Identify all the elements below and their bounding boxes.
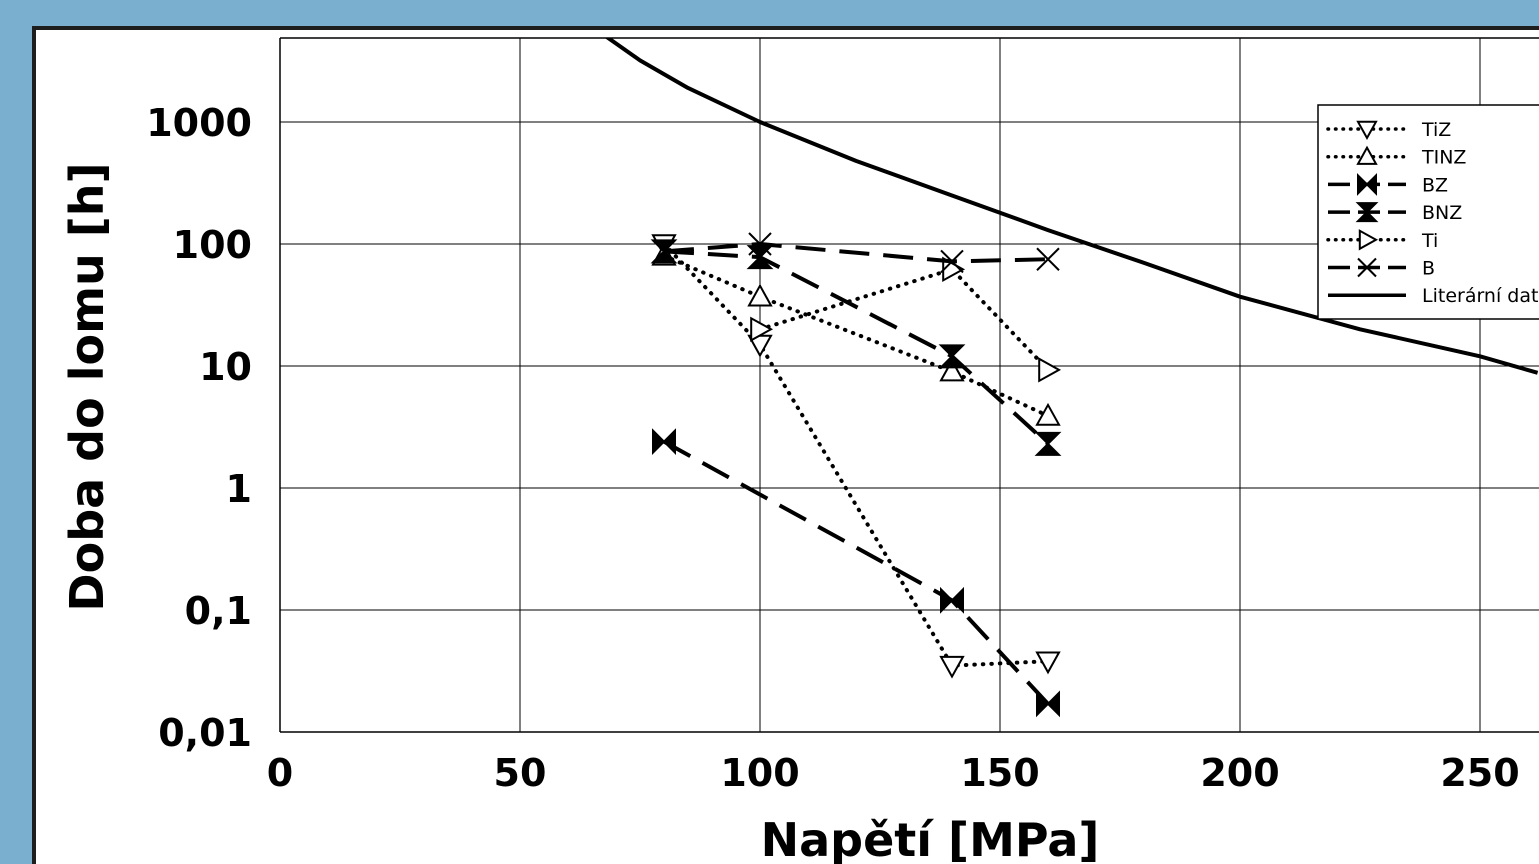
legend-item-liter-rn-data: Literární data [1328,285,1539,307]
y-axis-title: Doba do lomu [h] [60,162,114,611]
series-line-liter-rn-data [605,38,1539,375]
data-point-bnz-shape-bottom [938,354,966,369]
legend-marker-ti-shape [1358,229,1379,251]
x-tick-label: 0 [267,751,293,795]
legend-item-ti: Ti [1326,229,1438,252]
series-line-tiz [662,242,1050,668]
data-point-ti [750,316,774,342]
data-point-tinz-shape [747,283,773,307]
legend-label-ti: Ti [1421,230,1438,252]
data-point-bz [1036,690,1060,718]
chart-frame: 0 50 100 150 200 250 0,01 0,1 1 10 100 1000 TiZ TINZ… [32,26,1539,864]
series-layer [605,38,1539,718]
legend-marker-tiz [1356,120,1378,141]
data-point-bnz [938,344,966,369]
data-point-tiz-shape [939,655,965,679]
data-point-ti [1038,357,1062,383]
x-tick-label: 250 [1440,751,1519,795]
legend-marker-tiz-shape [1356,120,1378,141]
data-point-tiz-shape [1035,651,1061,675]
data-point-bz [940,586,964,614]
series-b [652,232,1060,274]
series-bnz [650,239,1062,456]
data-point-bz-shape-right [950,586,964,614]
data-point-b [940,249,964,274]
legend-label-liter-rn-data: Literární data [1422,285,1539,307]
x-axis-title: Napětí [MPa] [761,813,1100,864]
data-point-bnz [1034,431,1062,456]
legend-marker-tinz [1356,145,1378,165]
x-tick-label: 50 [494,751,547,795]
data-point-bnz-shape-bottom [746,255,774,270]
series-line-tinz [662,253,1050,418]
data-point-b-stroke-b [748,232,772,256]
data-point-b-stroke-b [1036,247,1060,271]
y-tick-label: 0,01 [158,711,252,755]
data-point-b-stroke-b [940,249,964,274]
data-point-bz-shape-right [662,428,676,456]
data-point-tinz-shape [939,358,965,382]
legend-marker-bz [1357,172,1377,196]
data-point-tinz [939,358,965,382]
y-tick-label: 1000 [146,101,252,145]
data-point-ti-shape [1038,357,1062,383]
legend-label-tiz: TiZ [1421,119,1451,141]
series-bz [652,428,1060,718]
legend-marker-tinz-shape [1356,145,1378,165]
data-point-bz-shape-left [940,586,954,614]
legend-marker-bz-shape-left [1357,172,1369,196]
chart: 0 50 100 150 200 250 0,01 0,1 1 10 100 1000 TiZ TINZ… [60,37,1539,864]
series-liter-rn-data [605,38,1539,375]
data-point-tiz [939,655,965,679]
data-point-b [652,239,676,264]
axes-layer: 0 50 100 150 200 250 0,01 0,1 1 10 100 1000 [146,37,1539,795]
data-point-bnz-shape-top [938,344,966,358]
legend-item-tinz: TINZ [1326,145,1466,169]
legend-marker-ti [1358,229,1379,251]
data-point-b [748,232,772,256]
legend-marker-b-stroke-b [1357,257,1377,278]
data-point-b [1036,247,1060,271]
data-point-b-stroke-b [652,239,676,264]
data-point-tiz [1035,651,1061,675]
legend-item-tiz: TiZ [1326,119,1451,141]
y-tick-label: 100 [173,223,252,267]
series-line-bnz [663,249,1050,446]
x-tick-label: 150 [960,751,1039,795]
legend-label-b: B [1422,258,1435,280]
data-point-bnz-shape-bottom [1034,442,1062,456]
data-point-ti-shape [750,316,774,342]
data-point-tinz [747,283,773,307]
legend-marker-bz-shape-right [1365,172,1377,196]
data-point-tinz [1035,402,1061,426]
legend-label-bz: BZ [1422,174,1448,196]
y-tick-label: 1 [226,467,252,511]
series-line-ti [758,267,1050,372]
x-tick-label: 100 [720,751,799,795]
legend-item-b: B [1328,258,1435,280]
x-tick-label: 200 [1200,751,1279,795]
data-point-tinz-shape [1035,402,1061,426]
data-point-bz-shape-left [1036,690,1050,718]
legend-box [1317,104,1539,320]
data-point-bz [652,428,676,456]
y-tick-label: 0,1 [185,589,252,633]
legend-marker-b [1357,257,1377,278]
data-point-bz-shape-right [1046,690,1060,718]
legend-marker-bnz-shape-top [1355,202,1379,214]
data-point-bz-shape-left [652,428,666,456]
series-line-b [663,242,1049,264]
legend-marker-bnz [1355,202,1379,223]
legend-marker-bnz-shape-bottom [1355,210,1379,223]
legend: TiZ TINZ BZ BNZ Ti B Literární data [1317,104,1539,320]
legend-label-bnz: BNZ [1422,202,1462,224]
legend-item-bnz: BNZ [1328,202,1462,224]
data-point-bnz-shape-top [1034,431,1062,446]
legend-item-bz: BZ [1328,172,1448,196]
legend-label-tinz: TINZ [1421,147,1466,169]
y-tick-label: 10 [199,345,252,389]
